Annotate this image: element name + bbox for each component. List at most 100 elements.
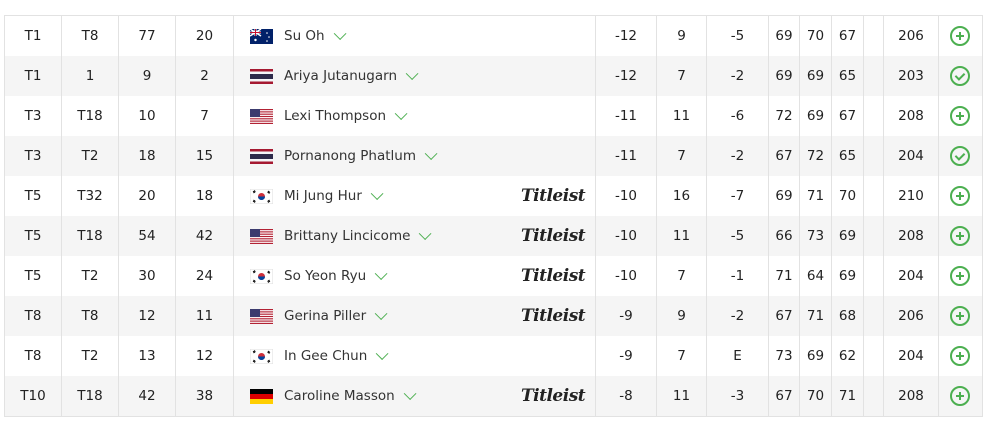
player-row[interactable]: T10 T18 42 38 Caroline Masson Titleist -8 11 -3 6… xyxy=(5,376,982,416)
add-player-icon[interactable] xyxy=(950,226,970,246)
flag-usa-icon xyxy=(250,228,273,244)
player-name[interactable]: In Gee Chun xyxy=(284,348,368,364)
to-par-cell: -11 xyxy=(596,96,657,136)
player-cell[interactable]: In Gee Chun xyxy=(234,336,596,376)
action-cell xyxy=(939,216,981,256)
action-cell xyxy=(939,56,981,96)
position-cell: T3 xyxy=(5,96,62,136)
stat-cell: 15 xyxy=(176,136,234,176)
titleist-logo: Titleist xyxy=(521,306,586,326)
player-cell[interactable]: Pornanong Phatlum xyxy=(234,136,596,176)
player-row[interactable]: T3 T18 10 7 Lexi Thompson -11 11 -6 72 69 67 208 xyxy=(5,96,982,136)
action-cell xyxy=(939,296,981,336)
player-cell[interactable]: Lexi Thompson xyxy=(234,96,596,136)
player-cell[interactable]: Gerina Piller Titleist xyxy=(234,296,596,336)
player-name[interactable]: So Yeon Ryu xyxy=(284,268,367,284)
total-strokes-cell: 206 xyxy=(884,16,939,56)
thru-cell: 7 xyxy=(657,136,707,176)
added-check-icon[interactable] xyxy=(950,146,970,166)
thru-cell: 7 xyxy=(657,256,707,296)
player-row[interactable]: T3 T2 18 15 Pornanong Phatlum -11 7 -2 67 72 65 204 xyxy=(5,136,982,176)
stat-cell: 24 xyxy=(176,256,234,296)
thru-cell: 7 xyxy=(657,336,707,376)
stat-cell: 12 xyxy=(176,336,234,376)
round3-cell: 70 xyxy=(832,176,864,216)
thru-cell: 7 xyxy=(657,56,707,96)
player-name[interactable]: Brittany Lincicome xyxy=(284,228,411,244)
player-name[interactable]: Ariya Jutanugarn xyxy=(284,68,398,84)
player-row[interactable]: T8 T2 13 12 In Gee Chun -9 7 E 73 69 62 204 xyxy=(5,336,982,376)
position-cell: T10 xyxy=(5,376,62,416)
player-cell[interactable]: So Yeon Ryu Titleist xyxy=(234,256,596,296)
player-name[interactable]: Mi Jung Hur xyxy=(284,188,362,204)
round1-cell: 67 xyxy=(769,136,800,176)
previous-position-cell: T2 xyxy=(62,256,119,296)
stat-cell: 18 xyxy=(176,176,234,216)
total-strokes-cell: 206 xyxy=(884,296,939,336)
round3-cell: 68 xyxy=(832,296,864,336)
chevron-down-icon[interactable] xyxy=(376,346,389,360)
player-name[interactable]: Caroline Masson xyxy=(284,388,395,404)
to-par-cell: -12 xyxy=(596,56,657,96)
add-player-icon[interactable] xyxy=(950,306,970,326)
player-cell[interactable]: Su Oh xyxy=(234,16,596,56)
chevron-down-icon[interactable] xyxy=(394,106,408,120)
today-cell: E xyxy=(707,336,769,376)
add-player-icon[interactable] xyxy=(950,266,970,286)
round3-cell: 62 xyxy=(832,336,864,376)
player-row[interactable]: T8 T8 12 11 Gerina Piller Titleist -9 9 -2 67 71 68… xyxy=(5,296,982,336)
today-cell: -5 xyxy=(707,16,769,56)
player-row[interactable]: T1 T8 77 20 Su Oh -12 9 -5 69 70 67 206 xyxy=(5,16,982,56)
add-player-icon[interactable] xyxy=(950,186,970,206)
chevron-down-icon[interactable] xyxy=(403,386,417,400)
thru-cell: 11 xyxy=(657,96,707,136)
round4-cell xyxy=(864,16,884,56)
player-row[interactable]: T5 T18 54 42 Brittany Lincicome Titleist -10 11… xyxy=(5,216,982,256)
added-check-icon[interactable] xyxy=(950,66,970,86)
player-name[interactable]: Pornanong Phatlum xyxy=(284,148,417,164)
chevron-down-icon[interactable] xyxy=(424,146,438,160)
player-cell[interactable]: Mi Jung Hur Titleist xyxy=(234,176,596,216)
stat-cell: 38 xyxy=(176,376,234,416)
chevron-down-icon[interactable] xyxy=(405,66,419,80)
round2-cell: 69 xyxy=(800,336,832,376)
chevron-down-icon[interactable] xyxy=(374,266,388,280)
position-cell: T1 xyxy=(5,16,62,56)
flag-tha-icon xyxy=(250,68,273,84)
flag-tha-icon xyxy=(250,148,273,164)
add-player-icon[interactable] xyxy=(950,106,970,126)
chevron-down-icon[interactable] xyxy=(333,26,347,40)
player-cell[interactable]: Brittany Lincicome Titleist xyxy=(234,216,596,256)
add-player-icon[interactable] xyxy=(950,346,970,366)
previous-position-cell: T8 xyxy=(62,296,119,336)
round2-cell: 71 xyxy=(800,176,832,216)
position-cell: T5 xyxy=(5,176,62,216)
total-strokes-cell: 208 xyxy=(884,96,939,136)
stat-cell: 54 xyxy=(119,216,176,256)
previous-position-cell: T18 xyxy=(62,376,119,416)
player-name[interactable]: Su Oh xyxy=(284,28,325,44)
add-player-icon[interactable] xyxy=(950,386,970,406)
titleist-logo: Titleist xyxy=(521,266,586,286)
position-cell: T8 xyxy=(5,296,62,336)
player-row[interactable]: T5 T32 20 18 Mi Jung Hur Titleist -10 16 -7 69 71 7… xyxy=(5,176,982,216)
round3-cell: 67 xyxy=(832,96,864,136)
player-cell[interactable]: Ariya Jutanugarn xyxy=(234,56,596,96)
player-name[interactable]: Gerina Piller xyxy=(284,308,367,324)
round4-cell xyxy=(864,296,884,336)
chevron-down-icon[interactable] xyxy=(419,226,432,240)
thru-cell: 11 xyxy=(657,216,707,256)
titleist-logo: Titleist xyxy=(521,386,586,406)
add-player-icon[interactable] xyxy=(950,26,970,46)
player-cell[interactable]: Caroline Masson Titleist xyxy=(234,376,596,416)
player-row[interactable]: T5 T2 30 24 So Yeon Ryu Titleist -10 7 -1 71 64 69 2… xyxy=(5,256,982,296)
player-name[interactable]: Lexi Thompson xyxy=(284,108,387,124)
player-row[interactable]: T1 1 9 2 Ariya Jutanugarn -12 7 -2 69 69 65 203 xyxy=(5,56,982,96)
chevron-down-icon[interactable] xyxy=(370,186,384,200)
stat-cell: 2 xyxy=(176,56,234,96)
previous-position-cell: T32 xyxy=(62,176,119,216)
to-par-cell: -8 xyxy=(596,376,657,416)
stat-cell: 9 xyxy=(119,56,176,96)
chevron-down-icon[interactable] xyxy=(374,306,388,320)
position-cell: T5 xyxy=(5,256,62,296)
